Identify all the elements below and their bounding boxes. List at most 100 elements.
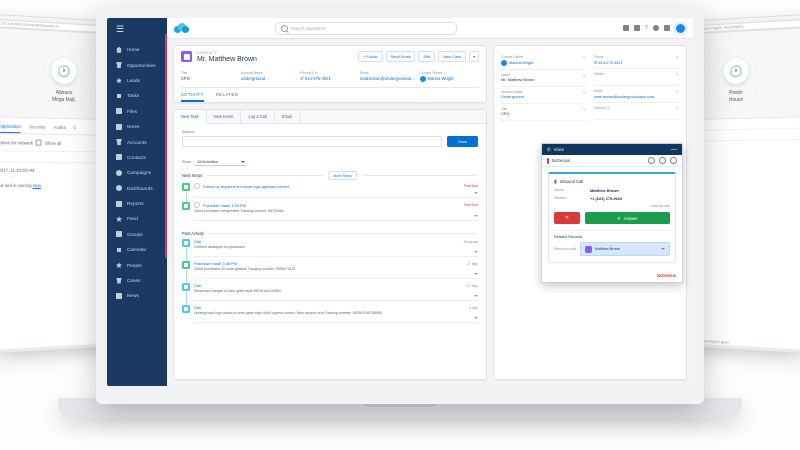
call-popup-titlebar[interactable]: ✆ Voice —: [542, 144, 682, 155]
sidebar-item-reports[interactable]: Reports: [107, 196, 167, 211]
sidebar-item-feed[interactable]: Feed: [107, 211, 167, 226]
pencil-icon[interactable]: ✎: [675, 89, 680, 94]
activity-filter-select[interactable]: All Activities: [195, 158, 248, 167]
pencil-icon[interactable]: ✎: [675, 72, 680, 77]
pencil-icon[interactable]: ✎: [675, 55, 680, 60]
pencil-icon[interactable]: ✎: [582, 106, 587, 112]
sidebar-item-leads[interactable]: Leads: [107, 73, 167, 88]
task-icon: [116, 92, 122, 99]
call-popup-window[interactable]: ✆ Voice — NoGenius: [541, 143, 683, 283]
save-button[interactable]: Save: [446, 136, 479, 148]
app-sidebar: ☰ Home Opportunities Leads Tasks Files N…: [107, 18, 167, 386]
sidebar-item-accounts[interactable]: Accounts: [107, 134, 167, 149]
more-steps-button[interactable]: More Steps: [328, 171, 357, 181]
bg-tab-application[interactable]: Application: [0, 123, 22, 134]
detail-column: Contact Owner Marina Wright ✎ Name: [493, 45, 687, 380]
sidebar-item-home[interactable]: Home: [107, 42, 167, 57]
subtab-log-a-call[interactable]: Log a Call: [241, 110, 275, 124]
reject-call-button[interactable]: ✕: [554, 212, 580, 224]
sidebar-item-cases[interactable]: Cases: [107, 273, 167, 288]
follow-button[interactable]: + Follow: [357, 51, 383, 62]
sidebar-item-files[interactable]: Files: [107, 104, 167, 119]
answer-call-button[interactable]: ✆ Answer: [585, 212, 670, 224]
send-email-button[interactable]: Send Email: [385, 51, 416, 62]
timeline-item[interactable]: Purchase made 3:36 PM 27 May Client purc…: [182, 261, 479, 284]
chevron-down-icon[interactable]: [474, 251, 479, 254]
chevron-down-icon[interactable]: ▾: [469, 51, 480, 62]
checkbox-icon[interactable]: [35, 139, 42, 146]
timeline-item[interactable]: Call Tomorrow Ordered catalogue for glas…: [182, 239, 479, 262]
timeline-title[interactable]: Purchase made 3:36 PM: [194, 261, 237, 267]
search-input[interactable]: Search Salesforce: [274, 21, 457, 35]
timeline-title[interactable]: Follow up required to ensure logo appear…: [203, 183, 289, 189]
timeline-time: Past Due: [464, 203, 479, 208]
settings-gear-icon[interactable]: [648, 157, 655, 164]
field-label: Number: [554, 196, 567, 200]
background-stop-link[interactable]: stop: [32, 182, 41, 189]
checkbox-icon[interactable]: [194, 202, 200, 209]
checkbox-icon[interactable]: [194, 183, 200, 190]
chevron-down-icon[interactable]: [474, 215, 479, 218]
timeline-item[interactable]: Call 4 May Underground logo added to win…: [182, 305, 479, 327]
chevron-down-icon[interactable]: [474, 192, 479, 195]
field-value-wrap[interactable]: Marina Wright: [501, 59, 580, 66]
timeline-body: Call 4 May Underground logo added to win…: [194, 305, 479, 324]
apps-icon[interactable]: [622, 25, 629, 31]
minimize-icon[interactable]: —: [671, 146, 677, 153]
sidebar-item-contacts[interactable]: Contacts: [107, 150, 167, 165]
related-record-select[interactable]: Matthew Brown: [579, 242, 670, 256]
timeline-title[interactable]: Purchase made 1:53 PM: [203, 202, 246, 208]
field-value-wrap[interactable]: ✆ 614-275-4521: [300, 76, 356, 82]
field-value[interactable]: matt.brown@undergroundapp.com: [594, 93, 655, 99]
tab-related[interactable]: Related: [215, 92, 239, 98]
timeline-title[interactable]: Call: [194, 283, 201, 289]
notifications-bell-icon[interactable]: [663, 25, 670, 31]
user-avatar[interactable]: [674, 22, 686, 34]
salesforce-cloud-logo[interactable]: [174, 23, 189, 34]
new-case-button[interactable]: New Case: [438, 51, 467, 62]
timeline-title[interactable]: Call: [194, 239, 201, 245]
close-icon[interactable]: [670, 157, 677, 164]
bg-tab-c[interactable]: C: [73, 125, 77, 131]
sidebar-item-tasks[interactable]: Tasks: [107, 88, 167, 103]
field-value-wrap[interactable]: ✆ 614-275-4521: [594, 60, 673, 65]
bg-tab-audits[interactable]: Audits: [53, 124, 66, 131]
history-clock-icon[interactable]: [659, 157, 666, 164]
timeline-item[interactable]: Follow up required to ensure logo appear…: [182, 183, 479, 203]
bg-tab-security[interactable]: Security: [29, 124, 46, 130]
sidebar-item-notes[interactable]: Notes: [107, 119, 167, 134]
field-value[interactable]: Underground: [501, 94, 524, 100]
pencil-icon[interactable]: ✎: [675, 106, 680, 111]
field-value[interactable]: Underground: [240, 76, 266, 81]
hamburger-icon[interactable]: ☰: [116, 23, 125, 34]
sidebar-item-opportunities[interactable]: Opportunities: [107, 57, 167, 72]
edit-button[interactable]: Edit: [418, 51, 436, 62]
timeline-title[interactable]: Call: [194, 305, 201, 311]
view-all-calls-link[interactable]: View all calls: [650, 204, 670, 208]
sidebar-item-campaigns[interactable]: Campaigns: [107, 165, 167, 180]
subtab-new-task[interactable]: New Task: [174, 110, 207, 125]
pencil-icon[interactable]: ✎: [582, 72, 587, 78]
chevron-down-icon[interactable]: [474, 317, 479, 320]
sidebar-item-dashboards[interactable]: Dashboards: [107, 181, 167, 196]
field-value-wrap[interactable]: Marina Wright: [419, 76, 476, 82]
timeline-item[interactable]: Call 27 May Requested sample of wine gla…: [182, 283, 479, 306]
field-value[interactable]: matt.brown@undergroundapp.com: [359, 76, 416, 81]
setup-gear-icon[interactable]: [652, 25, 659, 31]
subtab-email[interactable]: Email: [275, 110, 301, 124]
subject-input[interactable]: [182, 136, 442, 148]
chevron-down-icon[interactable]: [474, 295, 479, 298]
tab-activity[interactable]: Activity: [181, 92, 204, 103]
sidebar-item-people[interactable]: People: [107, 257, 167, 272]
pencil-icon[interactable]: ✎: [582, 89, 587, 95]
pencil-icon[interactable]: ✎: [582, 55, 587, 60]
phone-dropdown-icon[interactable]: ▾: [315, 71, 317, 75]
grid-icon[interactable]: [633, 25, 640, 31]
chevron-down-icon[interactable]: [474, 273, 479, 276]
sidebar-item-calendar[interactable]: Calendar: [107, 242, 167, 257]
help-icon[interactable]: ?: [644, 25, 648, 31]
timeline-item[interactable]: Purchase made 1:53 PM Past Due Client pu…: [182, 202, 479, 225]
sidebar-item-news[interactable]: News: [107, 288, 167, 303]
subtab-new-event[interactable]: New Event: [207, 110, 242, 124]
sidebar-item-groups[interactable]: Groups: [107, 227, 167, 242]
